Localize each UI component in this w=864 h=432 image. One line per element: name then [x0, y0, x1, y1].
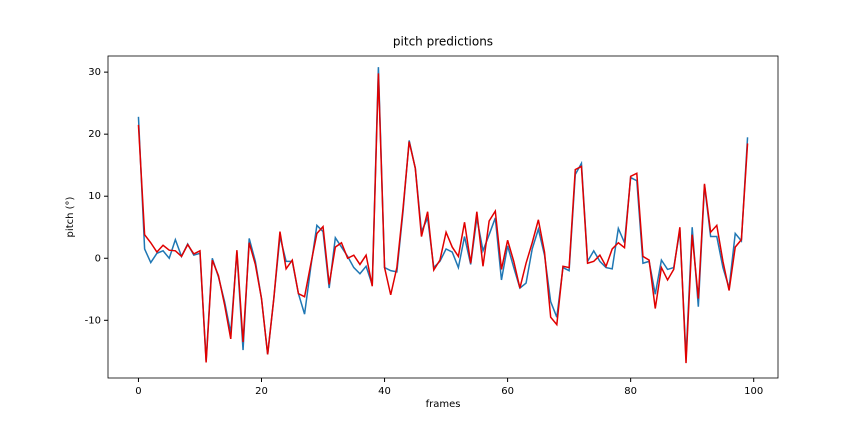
x-tick-label: 60 [501, 386, 514, 397]
plot-frame [107, 55, 779, 379]
chart-title: pitch predictions [393, 35, 493, 49]
line-series [137, 67, 749, 361]
x-tick-label: 20 [255, 386, 268, 397]
y-axis-label: pitch (°) [65, 196, 76, 237]
x-tick-label: 40 [378, 386, 391, 397]
line-series [137, 73, 749, 364]
y-tick-label: 0 [95, 253, 101, 264]
y-tick-label: 10 [88, 191, 101, 202]
y-tick-label: 30 [88, 67, 101, 78]
y-tick-label: -10 [85, 315, 101, 326]
x-tick-label: 100 [744, 386, 763, 397]
y-tick-label: 20 [88, 129, 101, 140]
x-tick-label: 0 [135, 386, 141, 397]
x-tick-label: 80 [624, 386, 637, 397]
x-axis-label: frames [426, 399, 461, 410]
